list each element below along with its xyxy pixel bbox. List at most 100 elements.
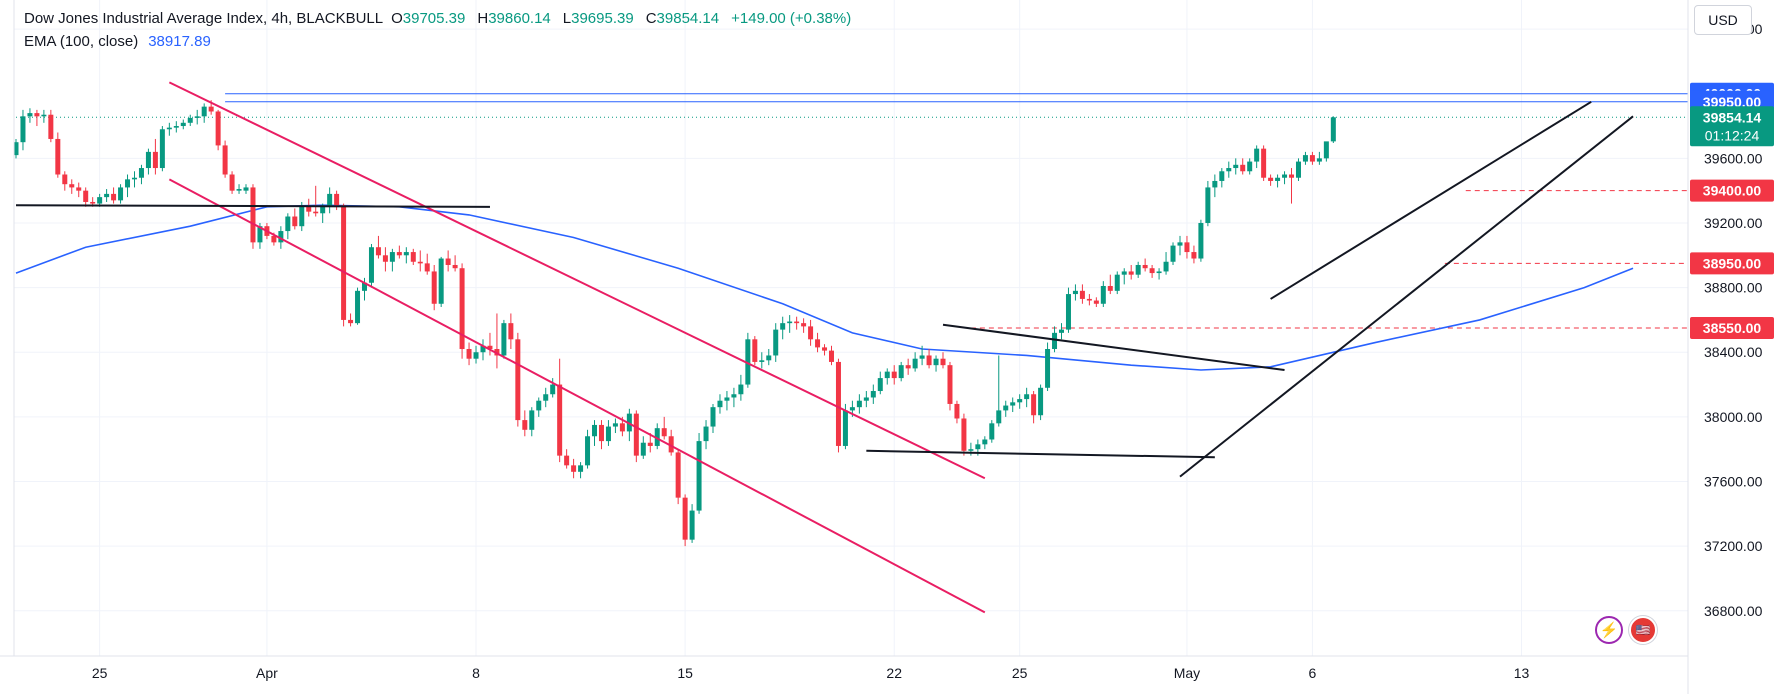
candle-body [891,371,897,379]
candle-body [522,420,528,430]
candle-body [1003,405,1009,411]
price-label-bg [1690,179,1774,202]
candle-body [1226,168,1232,172]
candle-body [912,358,918,369]
candle-body [438,258,444,304]
price-label-bg [1690,106,1774,147]
candle [1163,252,1169,275]
candle-body [1282,174,1288,178]
candle-body [926,355,932,366]
x-tick-label: 6 [1309,665,1317,681]
lightning-icon[interactable]: ⚡ [1595,616,1623,644]
candle-body [69,184,75,188]
candle [898,361,904,382]
us-flag-icon[interactable]: 🇺🇸 [1629,616,1657,644]
candle [863,391,869,408]
candle-body [1121,271,1127,275]
candle-body [34,113,40,117]
candle [828,345,834,366]
candle [41,109,47,123]
candle-body [1038,387,1044,416]
candle-body [222,145,228,175]
candle-body [131,177,137,180]
candle [947,361,953,411]
price-label-tag: 39400.00 [1690,179,1774,202]
candle-body [501,323,507,356]
candle-body [1261,148,1267,178]
candle-body [466,349,472,359]
candle-body [187,117,193,123]
grid [14,0,1688,656]
candle [745,332,751,388]
candle-body [473,352,479,359]
price-label-tag: 38950.00 [1690,252,1774,275]
candle [598,420,604,450]
candle [1128,264,1134,280]
candle [138,164,144,185]
close-key: C [645,10,657,27]
candle [1212,174,1218,198]
candle [1017,394,1023,409]
candle [145,148,151,175]
candle-body [215,111,221,146]
candle [194,109,200,125]
candle-body [745,339,751,385]
candle-body [173,126,179,128]
candle-body [431,271,437,304]
candle [1289,168,1295,204]
candle [1275,174,1281,188]
candle-body [675,452,681,498]
candle [131,171,137,188]
candle [633,410,639,463]
candle [111,187,117,204]
candle-body [396,252,402,256]
candle [1254,145,1260,169]
candle-body [1093,300,1099,304]
candle-body [989,423,995,440]
candle [466,342,472,366]
candle [1065,287,1071,333]
price-label-text: 39950.00 [1703,94,1762,110]
candle [1079,284,1085,304]
candle [1170,242,1176,265]
y-tick-label: 38800.00 [1704,280,1763,296]
candle [55,132,61,178]
y-tick-label: 38000.00 [1704,409,1763,425]
trendlines[interactable] [15,81,1634,614]
symbol-title[interactable]: Dow Jones Industrial Average Index, 4h, … [24,10,384,27]
candle-body [842,410,848,446]
candle [989,420,995,443]
trendline [168,178,986,614]
candle [1205,180,1211,227]
y-tick-label: 39200.00 [1704,215,1763,231]
candle-body [578,465,584,472]
candle-body [996,410,1002,424]
candle-body [292,216,298,227]
candle-body [1142,264,1148,269]
candle-body [1247,161,1253,172]
candle-body [194,116,200,118]
candle-body [180,122,186,127]
candle [508,313,514,350]
candle [452,255,458,272]
high-value: 39860.14 [488,10,551,27]
candle-body [445,258,451,265]
candle [243,184,249,194]
candle [905,358,911,375]
ema-label[interactable]: EMA (100, close) [24,33,139,50]
candle [27,108,33,123]
price-label-text: 38550.00 [1703,320,1762,336]
candle [1114,271,1120,295]
low-key: L [562,10,572,27]
candle [250,184,256,249]
candle-body [1191,252,1197,259]
candle-body [257,226,263,243]
candle [787,315,793,333]
candle-body [612,423,618,427]
x-tick-label: 13 [1514,665,1530,681]
candle [201,103,207,123]
currency-button[interactable]: USD [1694,5,1752,35]
candle [550,378,556,398]
candle [1038,384,1044,421]
